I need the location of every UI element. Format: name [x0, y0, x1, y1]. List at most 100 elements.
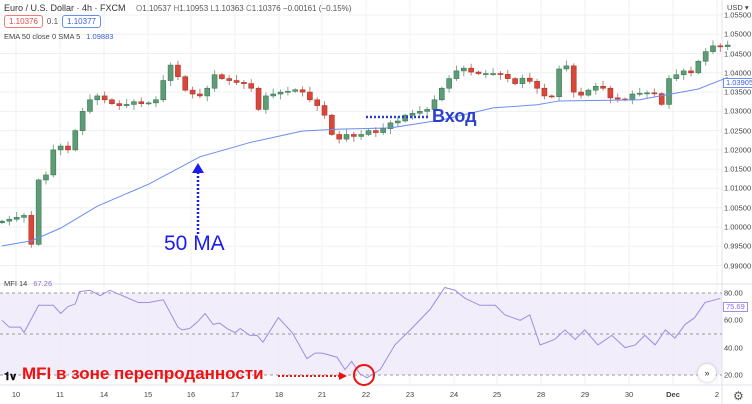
settings-gear-icon[interactable]: ⚙	[733, 389, 744, 403]
candle-up	[387, 122, 394, 129]
candle-up	[160, 80, 167, 101]
candle-up	[636, 92, 643, 95]
candle-up	[285, 91, 291, 93]
ema50-line	[1, 76, 728, 247]
price-tick: 1.01000	[724, 183, 752, 193]
candle-up	[710, 45, 716, 52]
candle-up	[680, 70, 687, 76]
candle-up	[556, 68, 562, 98]
candle-down	[600, 85, 606, 89]
candle-down	[688, 70, 694, 74]
candle-down	[226, 78, 233, 81]
candle-up	[87, 99, 93, 112]
candle-down	[189, 89, 196, 95]
time-tick: 17	[230, 390, 240, 399]
time-tick: 25	[492, 390, 502, 399]
ema-label: EMA 50 close 0 SMA 5	[4, 32, 81, 41]
candle-up	[424, 109, 430, 112]
candle-up	[585, 89, 592, 96]
price-tick: 1.05500	[724, 10, 752, 20]
ema-legend[interactable]: EMA 50 close 0 SMA 5 1.09883	[4, 32, 113, 41]
candle-up	[417, 111, 423, 114]
candle-up	[6, 218, 13, 222]
candle-down	[248, 83, 255, 89]
candle-up	[263, 95, 269, 110]
time-tick: 2	[714, 390, 720, 399]
candle-up	[131, 101, 137, 105]
candle-down	[373, 130, 379, 133]
current-mfi-label: 75.69	[723, 301, 748, 312]
candle-up	[57, 145, 64, 151]
trade-buttons: 1.10376 0.1 1.10377	[4, 15, 101, 28]
time-tick: 30	[624, 390, 634, 399]
time-tick: 14	[99, 390, 109, 399]
candle-down	[526, 77, 533, 82]
ohlc-values: O1.10537 H1.10953 L1.10363 C1.10376 −0.0…	[136, 4, 351, 13]
price-tick: 1.02000	[724, 145, 752, 155]
sell-button[interactable]: 1.10376	[4, 15, 43, 28]
price-tick: 1.04500	[724, 49, 752, 59]
mfi-legend[interactable]: MFI 14 67.26	[4, 279, 52, 288]
candle-down	[351, 134, 357, 137]
candle-down	[468, 67, 474, 73]
mfi-tick: 60.00	[724, 315, 743, 325]
candle-down	[28, 215, 35, 245]
candle-down	[109, 99, 115, 104]
candle-up	[431, 99, 438, 110]
currency-dropdown[interactable]: USD ▾	[727, 3, 749, 12]
candle-down	[504, 74, 511, 79]
candle-up	[277, 91, 284, 95]
open-value: 1.10537	[142, 4, 172, 13]
candle-up	[123, 104, 130, 106]
candle-down	[614, 97, 621, 100]
low-label: L	[210, 4, 215, 13]
high-value: 1.10953	[179, 4, 209, 13]
candle-down	[534, 80, 540, 89]
candle-up	[519, 77, 526, 84]
symbol-title[interactable]: Euro / U.S. Dollar · 4h · FXCM	[4, 3, 126, 13]
price-tick: 0.99500	[724, 241, 752, 251]
candle-up	[644, 92, 650, 95]
candle-down	[329, 114, 335, 135]
candle-up	[365, 130, 372, 135]
current-price-label: 1.03905	[723, 77, 752, 88]
price-tick: 1.00000	[724, 222, 752, 232]
scroll-to-realtime-button[interactable]: »	[698, 364, 716, 382]
candle-up	[482, 73, 489, 75]
time-tick: 18	[274, 390, 284, 399]
candle-down	[182, 76, 189, 91]
candle-down	[219, 74, 225, 79]
mfi-arrow-head	[339, 372, 347, 380]
time-tick: 24	[449, 390, 459, 399]
tradingview-logo[interactable]: 𝟏𝐯	[4, 371, 17, 383]
candle-down	[497, 73, 504, 75]
mfi-oversold-annotation: MFI в зоне перепроданности	[22, 364, 264, 383]
time-tick: 15	[143, 390, 153, 399]
candle-down	[65, 145, 71, 151]
candle-up	[409, 112, 416, 116]
candle-up	[490, 73, 496, 75]
candle-up	[343, 134, 350, 140]
price-tick: 1.03500	[724, 87, 752, 97]
candle-up	[0, 220, 5, 224]
oversold-circle	[353, 364, 375, 386]
price-tick: 1.00500	[724, 203, 752, 213]
candle-down	[299, 89, 306, 93]
ma-annotation: 50 MA	[164, 232, 225, 255]
entry-annotation: Вход	[432, 106, 477, 126]
candle-up	[673, 74, 680, 79]
ma-arrow-head	[192, 163, 204, 173]
time-tick: 29	[580, 390, 590, 399]
open-label: O	[136, 4, 143, 13]
time-tick: Dec	[666, 390, 680, 399]
candle-down	[314, 99, 320, 106]
mfi-tick: 40.00	[724, 343, 743, 353]
mfi-line	[1, 286, 721, 379]
candle-down	[541, 87, 548, 97]
buy-button[interactable]: 1.10377	[62, 15, 101, 28]
candle-up	[460, 67, 467, 72]
time-tick: 28	[536, 390, 546, 399]
candle-down	[651, 92, 658, 95]
candle-up	[563, 65, 570, 70]
